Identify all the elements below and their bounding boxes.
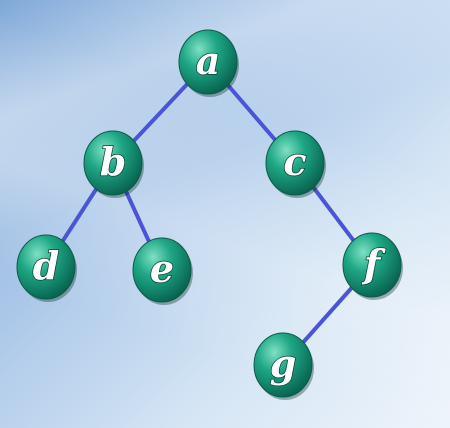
node-label-b: b: [100, 139, 127, 184]
node-e: e: [132, 237, 193, 305]
edges: [44, 60, 374, 367]
node-label-d: d: [33, 243, 60, 288]
node-circle: [16, 234, 76, 300]
node-circle: [342, 232, 402, 298]
node-label-a: a: [196, 38, 221, 83]
nodes: a b c d e fg: [16, 29, 403, 400]
node-f: f: [342, 232, 403, 300]
node-b: b: [83, 130, 144, 198]
node-g: g: [253, 332, 314, 400]
node-a: a: [178, 29, 239, 97]
node-circle: [253, 332, 313, 398]
node-circle: [132, 237, 192, 303]
node-c: c: [265, 130, 326, 198]
node-label-e: e: [150, 246, 174, 291]
node-label-g: g: [270, 341, 297, 386]
node-d: d: [16, 234, 77, 302]
node-circle: [178, 29, 238, 95]
node-circle: [83, 130, 143, 196]
node-circle: [265, 130, 325, 196]
node-label-c: c: [283, 139, 306, 184]
